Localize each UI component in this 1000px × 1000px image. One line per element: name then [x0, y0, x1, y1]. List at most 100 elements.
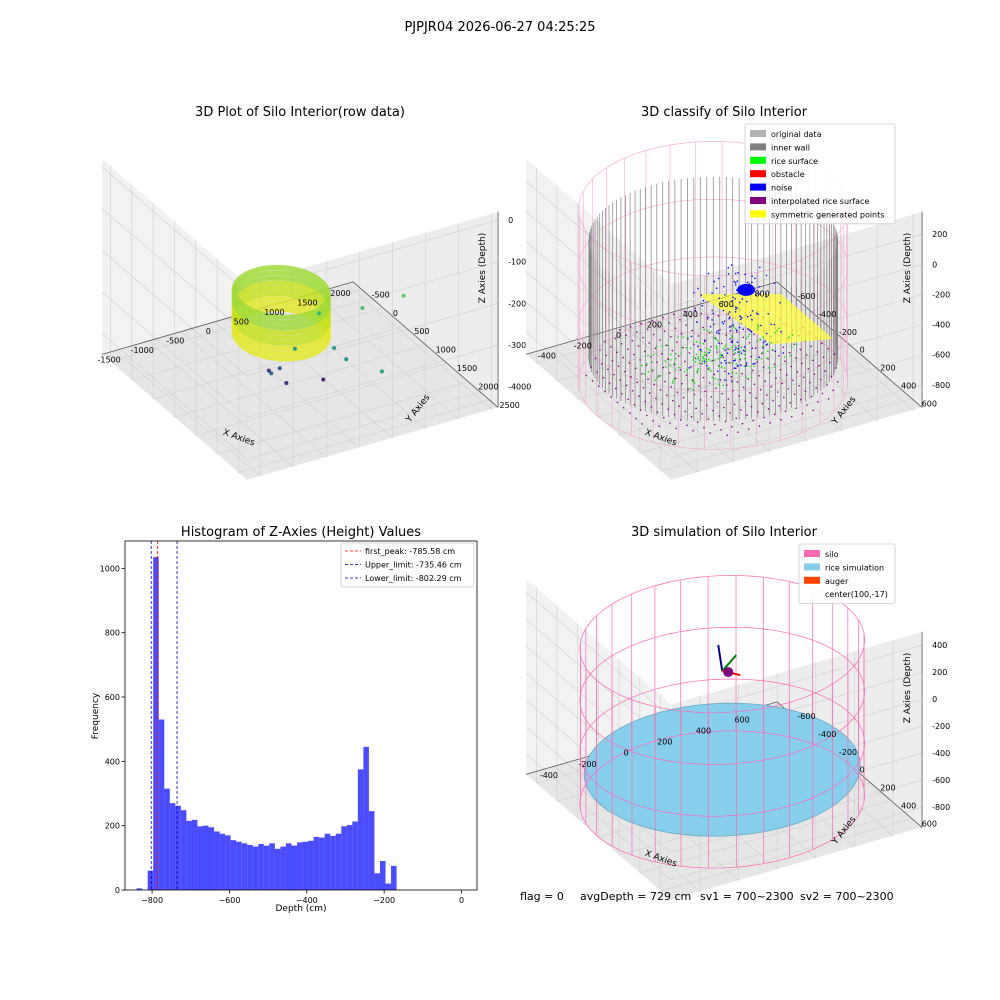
noise-point: [744, 365, 747, 367]
interpolated-point: [629, 412, 631, 414]
interpolated-point: [827, 347, 829, 350]
interpolated-point: [795, 407, 798, 409]
y-tick-label: -400: [818, 310, 836, 319]
panel-simulation-title: 3D simulation of Silo Interior: [631, 525, 818, 540]
y-tick-label: -600: [797, 712, 815, 721]
rice-surface-point: [743, 365, 746, 368]
histogram-vlines: [150, 541, 178, 890]
interpolated-point: [617, 365, 620, 367]
z-tick-label: -400: [932, 749, 950, 758]
noise-point: [736, 341, 739, 343]
rice-surface-point: [711, 376, 714, 379]
histogram-bar: [186, 820, 192, 890]
y-tick-label: 200: [105, 822, 120, 831]
panel-simulation-zlabel: Z Axies (Depth): [903, 653, 913, 724]
grid-line: [660, 398, 912, 472]
interpolated-point: [637, 345, 640, 347]
y-tick-label: -400: [818, 730, 836, 739]
interpolated-point: [652, 333, 655, 336]
rice-surface-point: [728, 348, 730, 350]
interpolated-point: [633, 353, 635, 356]
interpolated-point: [676, 391, 679, 394]
z-tick-label: -3000: [508, 341, 531, 350]
interpolated-point: [671, 349, 674, 352]
noise-point: [741, 298, 743, 300]
interpolated-point: [633, 403, 636, 406]
interpolated-point: [631, 339, 634, 342]
y-tick-label: 400: [901, 382, 916, 391]
x-tick-label: -200: [574, 341, 592, 350]
interpolated-point: [742, 336, 745, 339]
rice-surface-point: [731, 362, 734, 365]
noise-point: [765, 332, 768, 335]
interpolated-point: [656, 411, 659, 414]
interpolated-point: [792, 379, 794, 382]
interpolated-point: [662, 366, 665, 369]
raw-ring-layer: [231, 285, 331, 341]
status-sv1: sv1 = 700~2300: [700, 890, 794, 903]
rice-surface-point: [689, 347, 692, 349]
grid-line: [525, 301, 672, 428]
interpolated-point: [832, 389, 834, 392]
legend-frame: [798, 543, 896, 604]
rice-surface-point: [678, 366, 680, 369]
rice-surface-point: [683, 371, 686, 373]
interpolated-point: [682, 346, 685, 349]
x-tick-label: 600: [719, 300, 734, 309]
rice-surface-point: [698, 362, 701, 364]
rice-surface-point: [707, 348, 710, 350]
interpolated-point: [597, 385, 600, 388]
interpolated-point: [701, 362, 703, 365]
interpolated-point: [662, 316, 664, 319]
histogram-bar: [335, 833, 342, 890]
rice-surface-point: [692, 356, 695, 359]
legend-entry: Upper_limit: -735.46 cm: [365, 561, 462, 570]
interpolated-point: [824, 370, 827, 372]
grid-line: [525, 241, 672, 368]
interpolated-point: [813, 373, 816, 375]
interpolated-point: [684, 410, 687, 413]
legend-swatch: [804, 563, 820, 571]
interpolated-point: [706, 404, 708, 407]
interpolated-point: [741, 372, 743, 375]
interpolated-point: [659, 339, 661, 341]
interpolated-point: [741, 422, 744, 425]
interpolated-point: [696, 421, 699, 424]
noise-point: [730, 264, 733, 266]
legend-swatch: [750, 156, 766, 164]
interpolated-point: [719, 378, 722, 381]
y-tick-label: 500: [414, 327, 429, 336]
histogram-bar: [363, 746, 369, 890]
rice-surface-point: [739, 350, 741, 353]
interpolated-point: [698, 385, 700, 387]
status-sv2: sv2 = 700~2300: [800, 890, 894, 903]
histogram-bar: [241, 843, 248, 890]
interpolated-point: [723, 406, 725, 409]
interpolated-point: [712, 409, 714, 412]
rice-surface-point: [646, 363, 648, 365]
interpolated-point: [657, 325, 660, 327]
rice-surface-point: [717, 379, 719, 381]
grid-line: [525, 753, 672, 880]
rice-surface-point: [731, 336, 733, 339]
noise-point: [711, 319, 713, 321]
rice-surface-point: [757, 324, 759, 326]
interpolated-point: [801, 362, 803, 365]
y-tick-label: -600: [797, 292, 815, 301]
rice-surface-point: [714, 377, 716, 380]
panel-classify-zlabel: Z Axies (Depth): [903, 233, 913, 304]
grid-line: [525, 331, 672, 458]
rice-surface-point: [778, 327, 780, 329]
interpolated-point: [755, 397, 757, 400]
noise-point: [743, 346, 746, 348]
interpolated-point: [614, 387, 617, 390]
histogram-bar: [219, 833, 226, 890]
interpolated-point: [668, 372, 671, 374]
rice-surface-point: [705, 360, 708, 363]
interpolated-point: [619, 329, 621, 331]
rice-surface-point: [731, 324, 733, 327]
interpolated-point: [685, 324, 687, 326]
panel-raw-data-3d: 3D Plot of Silo Interior(row data) -1500…: [98, 105, 531, 481]
interpolated-point: [818, 364, 820, 367]
symmetric-region: [697, 293, 834, 345]
